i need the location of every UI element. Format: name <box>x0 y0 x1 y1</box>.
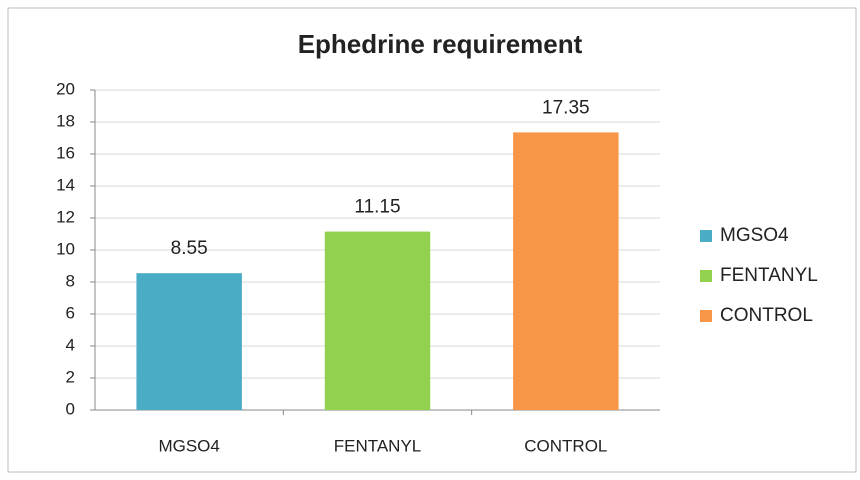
legend-label: FENTANYL <box>720 265 818 286</box>
bar <box>513 132 619 410</box>
y-tick-label: 14 <box>56 175 75 194</box>
y-tick-label: 2 <box>66 367 75 386</box>
legend-swatch <box>700 270 712 282</box>
bar <box>324 231 431 410</box>
data-label: 8.55 <box>171 238 208 259</box>
legend-swatch <box>700 310 712 322</box>
x-tick-label: MGSO4 <box>158 436 219 455</box>
y-tick-label: 12 <box>56 207 75 226</box>
y-tick-label: 16 <box>56 143 75 162</box>
data-label: 11.15 <box>354 197 400 218</box>
legend-label: CONTROL <box>720 305 813 326</box>
x-tick-label: CONTROL <box>524 436 607 455</box>
y-tick-label: 0 <box>66 399 75 418</box>
y-tick-label: 4 <box>66 335 75 354</box>
y-tick-label: 18 <box>56 111 75 130</box>
y-tick-label: 20 <box>56 79 75 98</box>
y-tick-label: 8 <box>66 271 75 290</box>
bar <box>136 273 242 410</box>
y-tick-label: 6 <box>66 303 75 322</box>
y-tick-label: 10 <box>56 239 75 258</box>
legend-label: MGSO4 <box>720 225 789 246</box>
x-tick-label: FENTANYL <box>334 436 422 455</box>
data-label: 17.35 <box>542 97 590 118</box>
legend-swatch <box>700 230 712 242</box>
chart-title: Ephedrine requirement <box>298 29 583 59</box>
